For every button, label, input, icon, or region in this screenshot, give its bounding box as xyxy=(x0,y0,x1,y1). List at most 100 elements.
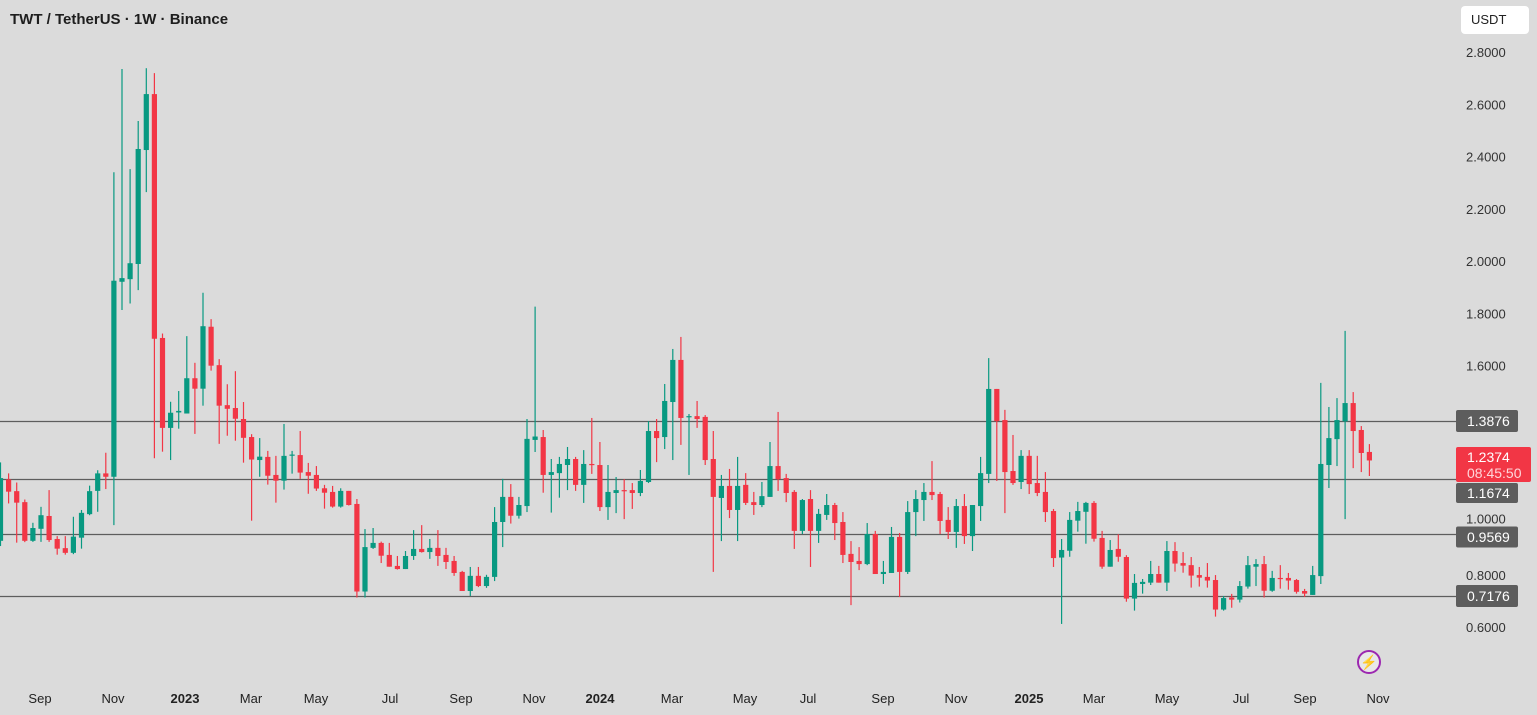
candle xyxy=(759,482,765,508)
candle xyxy=(95,470,101,512)
candle xyxy=(111,172,117,526)
time-tick-label: May xyxy=(733,691,758,706)
candle-body xyxy=(1302,591,1308,594)
candle xyxy=(159,333,166,452)
candle xyxy=(978,456,984,521)
candle xyxy=(249,434,255,521)
candle xyxy=(629,483,635,509)
candle-body xyxy=(743,484,749,503)
candle-body xyxy=(419,548,425,553)
candle-body xyxy=(321,488,328,493)
candle xyxy=(678,336,684,445)
candle-body xyxy=(605,491,611,508)
candle xyxy=(645,421,652,484)
candle-body xyxy=(961,506,967,537)
candle-body xyxy=(1334,420,1340,440)
candle xyxy=(589,417,595,474)
candle-body xyxy=(654,431,660,439)
candle-body xyxy=(1067,519,1073,551)
candle-body xyxy=(1164,551,1170,583)
candle-body xyxy=(799,500,805,531)
candle xyxy=(1212,575,1219,617)
candle xyxy=(1180,552,1186,573)
candle xyxy=(168,401,174,461)
time-axis: Sep Nov 2023 Mar May Jul Sep Nov 2024 Mar May Jul Se… xyxy=(28,691,1390,706)
candle xyxy=(451,555,457,576)
candle xyxy=(192,362,198,434)
candle-body xyxy=(500,496,506,522)
candle-body xyxy=(532,436,538,440)
candle xyxy=(232,371,238,441)
candle-body xyxy=(864,534,870,565)
candle-body xyxy=(880,571,886,575)
candle xyxy=(654,419,660,463)
candle xyxy=(775,411,781,491)
candle-body xyxy=(14,491,20,503)
candle xyxy=(1131,574,1138,611)
lightning-bolt-icon[interactable]: ⚡ xyxy=(1357,650,1381,674)
candle xyxy=(1123,555,1129,602)
candle-body xyxy=(402,555,409,570)
candle xyxy=(1261,555,1267,598)
time-tick-label: May xyxy=(1155,691,1180,706)
candle xyxy=(0,462,4,547)
candle xyxy=(848,541,854,606)
candle xyxy=(726,468,733,519)
candle xyxy=(573,456,579,491)
candle xyxy=(718,474,724,542)
candle xyxy=(743,473,749,506)
candle-body xyxy=(1018,455,1024,483)
time-tick-label: Sep xyxy=(449,691,472,706)
candle-body xyxy=(386,554,392,567)
candle-body xyxy=(1204,576,1210,581)
candle xyxy=(621,479,627,520)
candle xyxy=(1034,455,1040,497)
candle xyxy=(702,415,708,466)
candle xyxy=(224,384,230,436)
candle-body xyxy=(0,478,4,541)
candle-body xyxy=(1002,420,1008,473)
candle xyxy=(362,529,368,598)
price-line-label-box xyxy=(1456,483,1518,503)
candle xyxy=(1245,555,1251,589)
price-line-label: 1.3876 xyxy=(1467,413,1510,429)
candle xyxy=(937,491,943,535)
candle-body xyxy=(208,326,214,366)
candle xyxy=(273,455,279,503)
candle xyxy=(856,547,862,571)
candle-body xyxy=(1350,403,1356,432)
candle-body xyxy=(1034,483,1040,493)
price-line-label: 0.7176 xyxy=(1467,588,1510,604)
candle-body xyxy=(751,502,757,506)
candle-body xyxy=(443,554,449,562)
candle xyxy=(6,473,12,504)
time-tick-label: Mar xyxy=(661,691,684,706)
candle-body xyxy=(710,458,716,497)
candle xyxy=(945,507,951,539)
candle-body xyxy=(516,505,522,516)
candle-body xyxy=(1269,577,1275,591)
candle-body xyxy=(54,538,60,549)
candle-body xyxy=(581,463,587,485)
candle xyxy=(62,536,68,555)
currency-selector-button[interactable]: USDT xyxy=(1461,6,1529,34)
candle xyxy=(670,348,676,461)
candle-body xyxy=(897,536,903,572)
candle-body xyxy=(70,536,76,553)
candle xyxy=(46,490,52,542)
candle-body xyxy=(119,278,125,282)
candle xyxy=(1107,540,1113,567)
candle xyxy=(1334,398,1340,467)
time-tick-label: 2023 xyxy=(171,691,200,706)
candle-body xyxy=(832,505,838,524)
candle-body xyxy=(224,405,230,409)
candle-body xyxy=(629,490,635,493)
candle xyxy=(208,319,214,371)
candle-body xyxy=(346,490,352,506)
candle-body xyxy=(637,480,643,493)
candle-body xyxy=(1148,574,1154,583)
price-line-label: 1.1674 xyxy=(1467,485,1510,501)
candle-body xyxy=(1075,511,1081,521)
candle xyxy=(87,485,93,516)
